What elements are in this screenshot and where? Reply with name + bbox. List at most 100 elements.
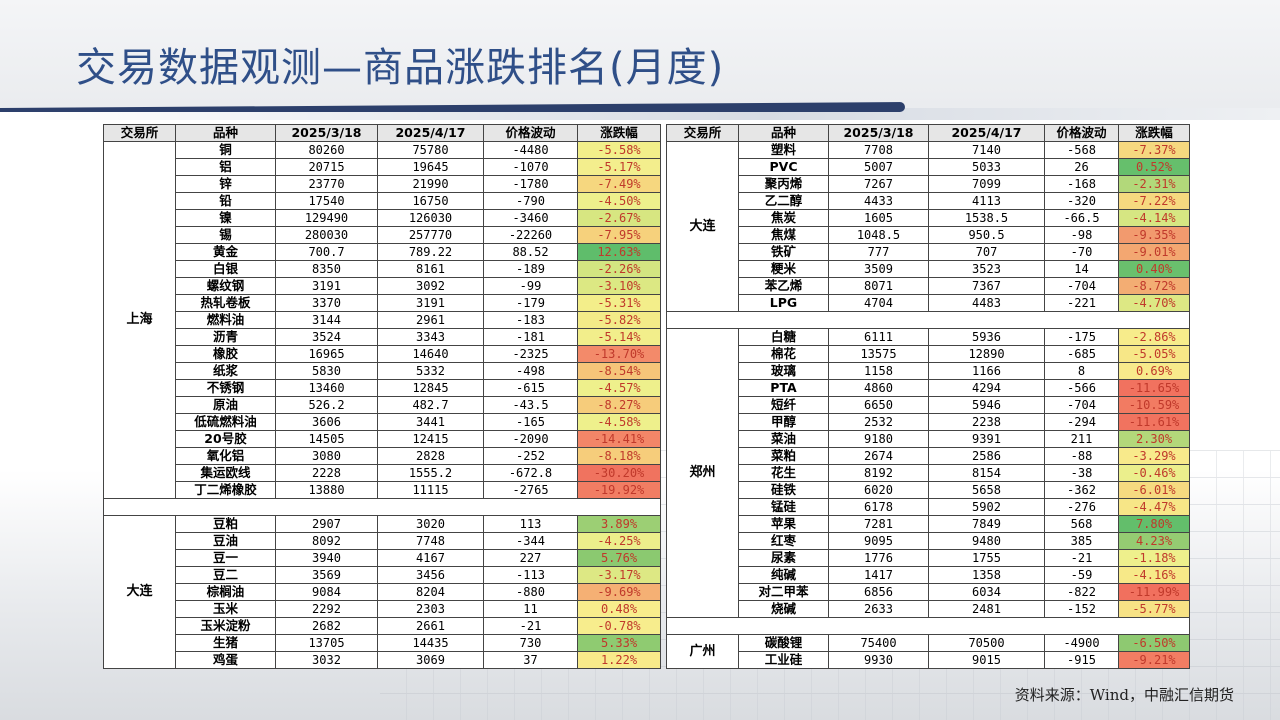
price-end: 5658: [928, 481, 1045, 499]
price-start: 2682: [275, 617, 378, 635]
commodity-name: 氧化铝: [175, 447, 276, 465]
commodity-name: 集运欧线: [175, 464, 276, 482]
price-change: 88.52: [483, 243, 578, 261]
price-start: 3370: [275, 294, 378, 312]
table-row: 棉花 13575 12890 -685 -5.05%: [667, 345, 1190, 363]
price-end: 5033: [928, 158, 1045, 176]
table-row: 纸浆 5830 5332 -498 -8.54%: [104, 362, 661, 380]
price-start: 5007: [828, 158, 929, 176]
price-start: 280030: [275, 226, 378, 244]
pct-change: -2.31%: [1118, 175, 1190, 193]
price-end: 9391: [928, 430, 1045, 448]
price-change: -1070: [483, 158, 578, 176]
price-change: 730: [483, 634, 578, 652]
table-row: 苯乙烯 8071 7367 -704 -8.72%: [667, 277, 1190, 295]
price-change: -66.5: [1044, 209, 1119, 227]
pct-change: -2.67%: [577, 209, 661, 227]
price-change: -38: [1044, 464, 1119, 482]
commodity-name: 原油: [175, 396, 276, 414]
price-end: 1538.5: [928, 209, 1045, 227]
spacer-cell: [103, 498, 661, 516]
price-change: -189: [483, 260, 578, 278]
commodity-name: 尿素: [738, 549, 829, 567]
pct-change: -4.58%: [577, 413, 661, 431]
commodity-name: 豆油: [175, 532, 276, 550]
price-start: 4704: [828, 294, 929, 312]
price-start: 3080: [275, 447, 378, 465]
commodity-name: 塑料: [738, 141, 829, 159]
table-row: 原油 526.2 482.7 -43.5 -8.27%: [104, 396, 661, 414]
price-start: 4860: [828, 379, 929, 397]
price-end: 257770: [377, 226, 484, 244]
price-end: 16750: [377, 192, 484, 210]
price-end: 707: [928, 243, 1045, 261]
pct-change: -8.18%: [577, 447, 661, 465]
commodity-name: 锡: [175, 226, 276, 244]
pct-change: -4.57%: [577, 379, 661, 397]
price-change: -1780: [483, 175, 578, 193]
price-start: 16965: [275, 345, 378, 363]
commodity-name: 乙二醇: [738, 192, 829, 210]
commodity-name: 豆一: [175, 549, 276, 567]
price-start: 1158: [828, 362, 929, 380]
pct-change: -11.99%: [1118, 583, 1190, 601]
pct-change: 4.23%: [1118, 532, 1190, 550]
price-end: 1358: [928, 566, 1045, 584]
table-row: 玉米 2292 2303 11 0.48%: [104, 600, 661, 618]
ranking-table-right: 交易所 品种 2025/3/18 2025/4/17 价格波动 涨跌幅 大连 塑料 7708 7…: [666, 124, 1190, 669]
price-end: 14435: [377, 634, 484, 652]
pct-change: 0.40%: [1118, 260, 1190, 278]
price-change: -181: [483, 328, 578, 346]
commodity-name: 燃料油: [175, 311, 276, 329]
commodity-name: 碳酸锂: [738, 634, 829, 652]
table-row: 氧化铝 3080 2828 -252 -8.18%: [104, 447, 661, 465]
table-row: 丁二烯橡胶 13880 11115 -2765 -19.92%: [104, 481, 661, 499]
commodity-name: 低硫燃料油: [175, 413, 276, 431]
pct-change: -4.50%: [577, 192, 661, 210]
table-row: 生猪 13705 14435 730 5.33%: [104, 634, 661, 652]
price-change: -880: [483, 583, 578, 601]
pct-change: -2.26%: [577, 260, 661, 278]
pct-change: -0.46%: [1118, 464, 1190, 482]
pct-change: -8.72%: [1118, 277, 1190, 295]
price-change: -672.8: [483, 464, 578, 482]
pct-change: -6.01%: [1118, 481, 1190, 499]
price-start: 20715: [275, 158, 378, 176]
commodity-name: 铝: [175, 158, 276, 176]
table-row: 大连 塑料 7708 7140 -568 -7.37%: [666, 141, 1190, 312]
price-change: -568: [1044, 141, 1119, 159]
price-end: 4294: [928, 379, 1045, 397]
column-header: 品种: [175, 124, 276, 142]
table-row: 低硫燃料油 3606 3441 -165 -4.58%: [104, 413, 661, 431]
price-end: 789.22: [377, 243, 484, 261]
pct-change: -11.65%: [1118, 379, 1190, 397]
price-start: 6178: [828, 498, 929, 516]
price-end: 2961: [377, 311, 484, 329]
price-change: 385: [1044, 532, 1119, 550]
price-end: 3020: [377, 515, 484, 533]
price-start: 13705: [275, 634, 378, 652]
price-end: 4113: [928, 192, 1045, 210]
pct-change: -4.70%: [1118, 294, 1190, 312]
table-row: 黄金 700.7 789.22 88.52 12.63%: [104, 243, 661, 261]
pct-change: -5.17%: [577, 158, 661, 176]
price-start: 7281: [828, 515, 929, 533]
price-change: -685: [1044, 345, 1119, 363]
table-row: 白银 8350 8161 -189 -2.26%: [104, 260, 661, 278]
price-change: -344: [483, 532, 578, 550]
price-change: -183: [483, 311, 578, 329]
column-header: 价格波动: [1044, 124, 1119, 142]
price-end: 19645: [377, 158, 484, 176]
price-change: -168: [1044, 175, 1119, 193]
price-start: 3940: [275, 549, 378, 567]
column-header: 2025/4/17: [928, 124, 1045, 142]
price-end: 2481: [928, 600, 1045, 618]
price-start: 23770: [275, 175, 378, 193]
pct-change: -13.70%: [577, 345, 661, 363]
commodity-name: 白糖: [738, 328, 829, 346]
price-change: 113: [483, 515, 578, 533]
price-start: 7708: [828, 141, 929, 159]
price-change: -179: [483, 294, 578, 312]
commodity-name: 焦炭: [738, 209, 829, 227]
table-row: 广州 碳酸锂 75400 70500 -4900 -6.50%: [666, 634, 1190, 669]
